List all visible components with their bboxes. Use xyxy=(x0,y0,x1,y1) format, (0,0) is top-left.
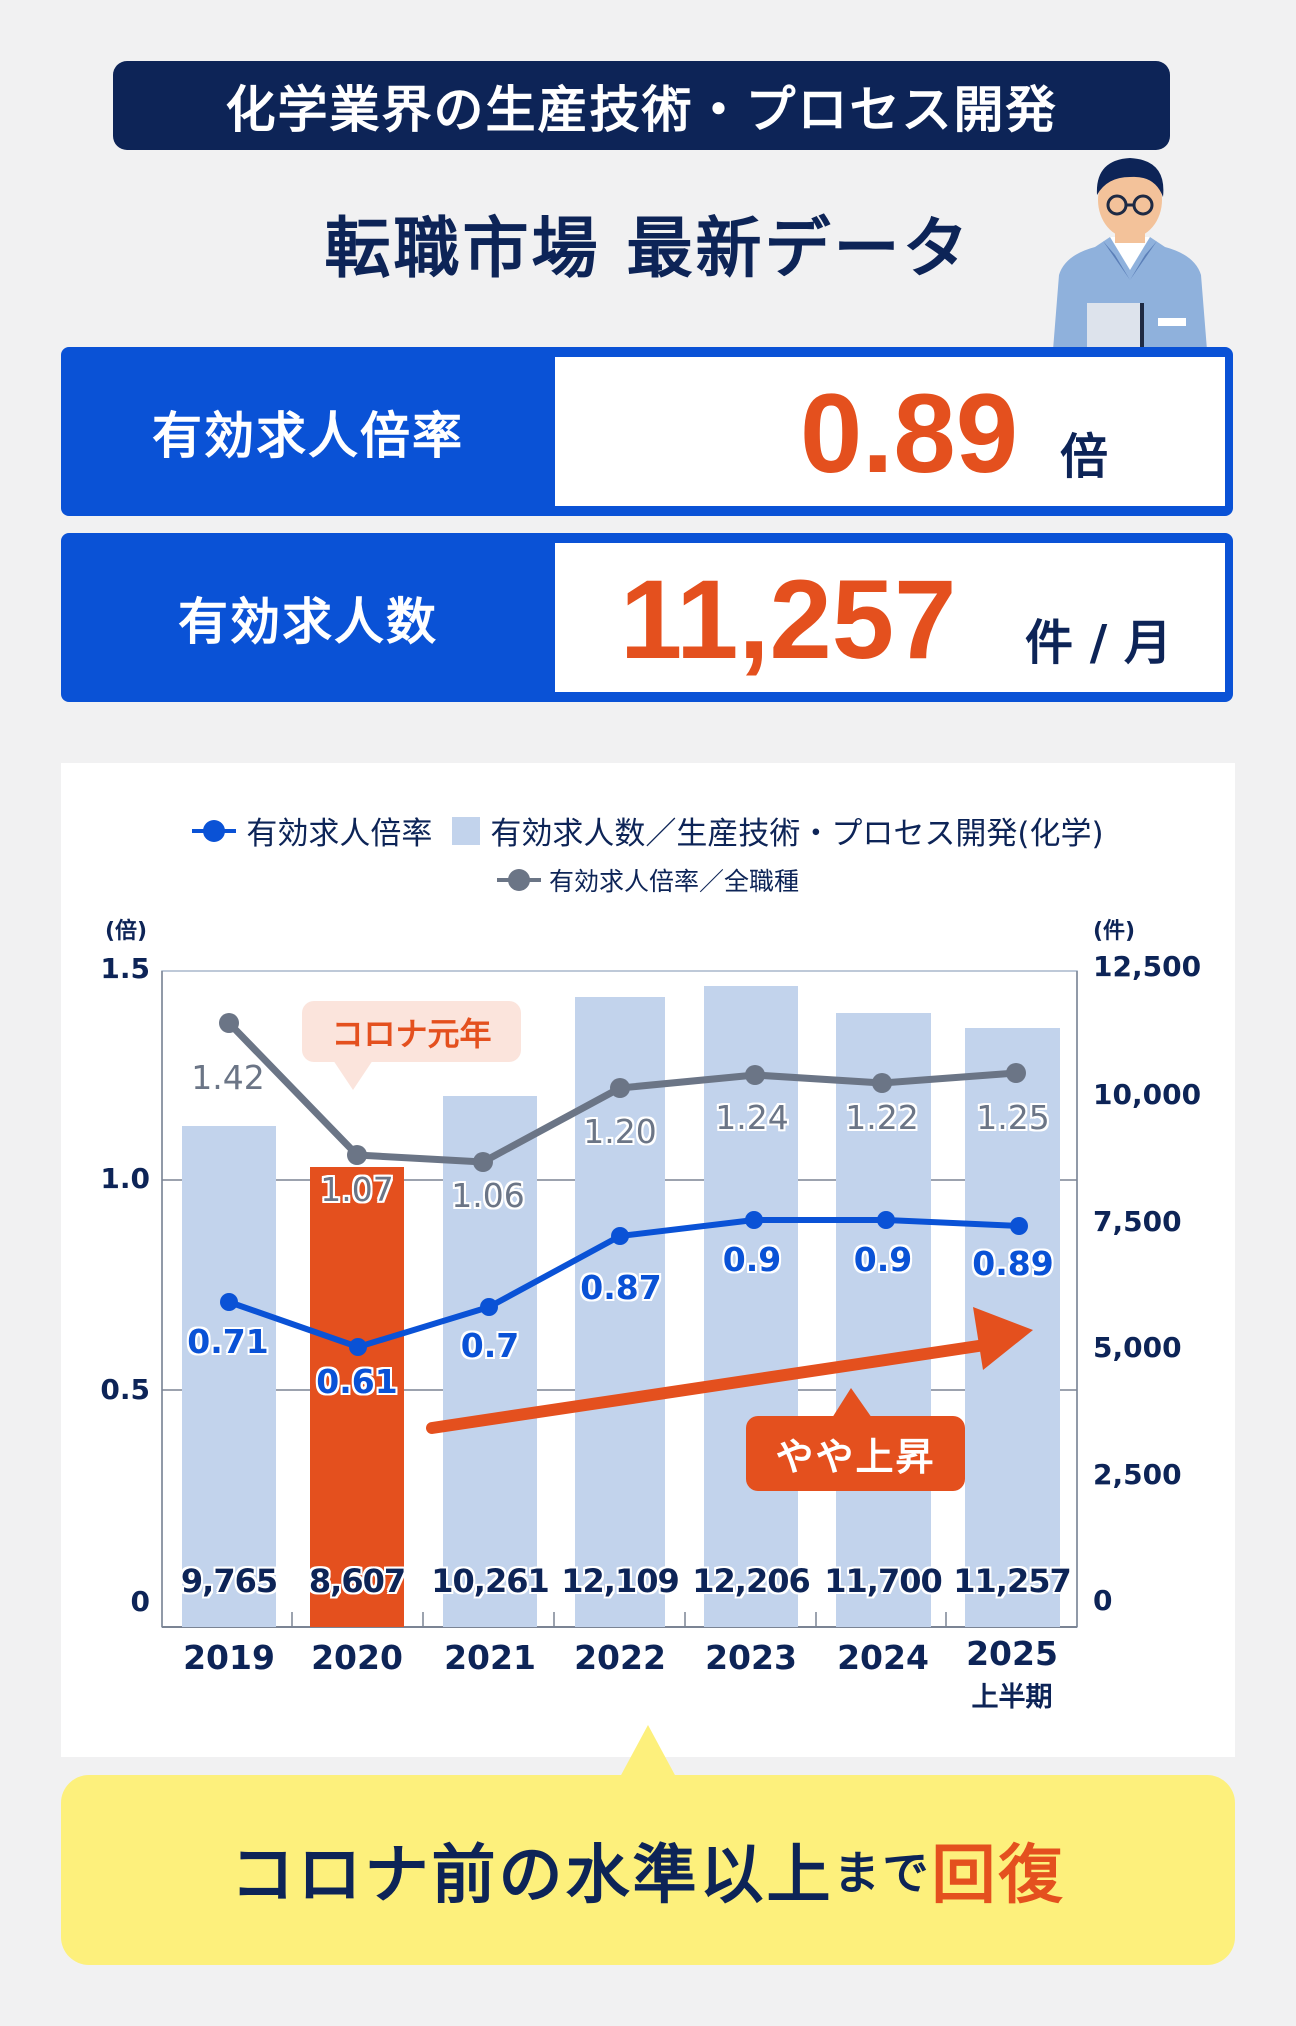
summary-pointer-icon xyxy=(620,1725,676,1777)
gray-line-label: 1.42 xyxy=(191,1058,265,1097)
gray-line-label: 1.06 xyxy=(451,1176,525,1215)
blue-line-label: 0.61 xyxy=(316,1362,398,1401)
legend-line-blue-icon xyxy=(192,819,237,842)
right-tick: 0 xyxy=(1093,1584,1113,1617)
chart-legend-row1: 有効求人倍率 有効求人数／生産技術・プロセス開発(化学) xyxy=(61,808,1235,853)
title-banner: 化学業界の生産技術・プロセス開発 xyxy=(113,61,1170,150)
x-axis-label: 2024 xyxy=(837,1638,929,1677)
bar-value-label: 12,109 xyxy=(561,1562,679,1600)
blue-line-label: 0.87 xyxy=(580,1268,662,1307)
x-axis-label: 2023 xyxy=(705,1638,797,1677)
stat-card-job-openings: 有効求人数 11,257 件 / 月 xyxy=(61,533,1233,702)
x-axis-label: 2021 xyxy=(444,1638,536,1677)
bar-2023 xyxy=(704,986,798,1627)
summary-text: コロナ前の水準以上 xyxy=(230,1839,834,1913)
left-axis-unit: (倍) xyxy=(105,919,148,944)
callout-text: コロナ元年 xyxy=(331,1014,492,1053)
x-axis-label: 2019 xyxy=(183,1638,275,1677)
callout-text: やや上昇 xyxy=(775,1435,936,1479)
bar-value-label: 8,607 xyxy=(308,1562,406,1600)
stat-value-box: 11,257 件 / 月 xyxy=(555,543,1225,692)
engineer-character-icon xyxy=(1053,158,1207,350)
blue-line-label: 0.89 xyxy=(972,1244,1054,1283)
x-axis-label: 2022 xyxy=(574,1638,666,1677)
right-axis-unit: (件) xyxy=(1093,919,1136,944)
bar-value-label: 12,206 xyxy=(692,1562,810,1600)
left-tick: 0 xyxy=(130,1585,150,1618)
legend-bar-swatch-icon xyxy=(452,816,481,845)
gray-line-label: 1.20 xyxy=(583,1112,657,1151)
gray-line-label: 1.22 xyxy=(845,1098,919,1137)
stat-label: 有効求人数 xyxy=(178,592,438,651)
stat-unit: 件 / 月 xyxy=(1025,615,1172,671)
stat-value: 0.89 xyxy=(800,371,1018,496)
x-axis-sublabel: 上半期 xyxy=(971,1682,1053,1713)
summary-banner: コロナ前の水準以上 まで 回復 xyxy=(61,1775,1235,1965)
legend-label: 有効求人倍率 xyxy=(246,816,433,852)
blue-line-label: 0.7 xyxy=(460,1326,520,1365)
bar-value-label: 11,257 xyxy=(953,1562,1071,1600)
stat-value-box: 0.89 倍 xyxy=(555,357,1225,506)
bar-2020-highlight xyxy=(310,1167,404,1627)
bar-value-label: 11,700 xyxy=(824,1562,942,1600)
gray-line-label: 1.24 xyxy=(715,1098,789,1137)
bar-2019 xyxy=(182,1126,276,1627)
stat-card-job-ratio: 有効求人倍率 0.89 倍 xyxy=(61,347,1233,516)
stat-label: 有効求人倍率 xyxy=(152,406,464,465)
page-title: 化学業界の生産技術・プロセス開発 xyxy=(225,80,1058,139)
page-subtitle: 転職市場 最新データ xyxy=(324,210,972,287)
left-tick: 0.5 xyxy=(100,1373,150,1406)
legend-label: 有効求人倍率／全職種 xyxy=(548,867,799,896)
chart-legend-row2: 有効求人倍率／全職種 xyxy=(61,862,1235,898)
legend-label: 有効求人数／生産技術・プロセス開発(化学) xyxy=(490,816,1104,852)
summary-text-accent: 回復 xyxy=(931,1839,1066,1913)
x-axis-label: 2025 xyxy=(966,1634,1058,1673)
blue-line-label: 0.71 xyxy=(187,1322,269,1361)
x-axis-label: 2020 xyxy=(311,1638,403,1677)
stat-value: 11,257 xyxy=(620,557,957,682)
gray-line-label: 1.25 xyxy=(976,1098,1050,1137)
bar-2024 xyxy=(836,1013,931,1627)
left-tick: 1.0 xyxy=(100,1162,150,1195)
bar-value-label: 9,765 xyxy=(180,1562,278,1600)
callout-slight-rise: やや上昇 xyxy=(746,1416,965,1491)
right-tick: 7,500 xyxy=(1093,1205,1182,1238)
blue-line-label: 0.9 xyxy=(853,1240,913,1279)
left-tick: 1.5 xyxy=(100,952,150,985)
gray-line-label: 1.07 xyxy=(320,1170,394,1209)
bar-2021 xyxy=(443,1096,537,1627)
right-tick: 5,000 xyxy=(1093,1331,1182,1364)
summary-text-small: まで xyxy=(833,1846,932,1900)
blue-line-label: 0.9 xyxy=(722,1240,782,1279)
right-tick: 12,500 xyxy=(1093,950,1202,983)
right-tick: 10,000 xyxy=(1093,1078,1202,1111)
right-tick: 2,500 xyxy=(1093,1458,1182,1491)
callout-tail-icon xyxy=(333,1060,373,1090)
legend-line-gray-icon xyxy=(496,869,541,891)
bar-value-label: 10,261 xyxy=(431,1562,549,1600)
callout-corona-year: コロナ元年 xyxy=(302,1001,521,1062)
stat-unit: 倍 xyxy=(1060,429,1109,485)
